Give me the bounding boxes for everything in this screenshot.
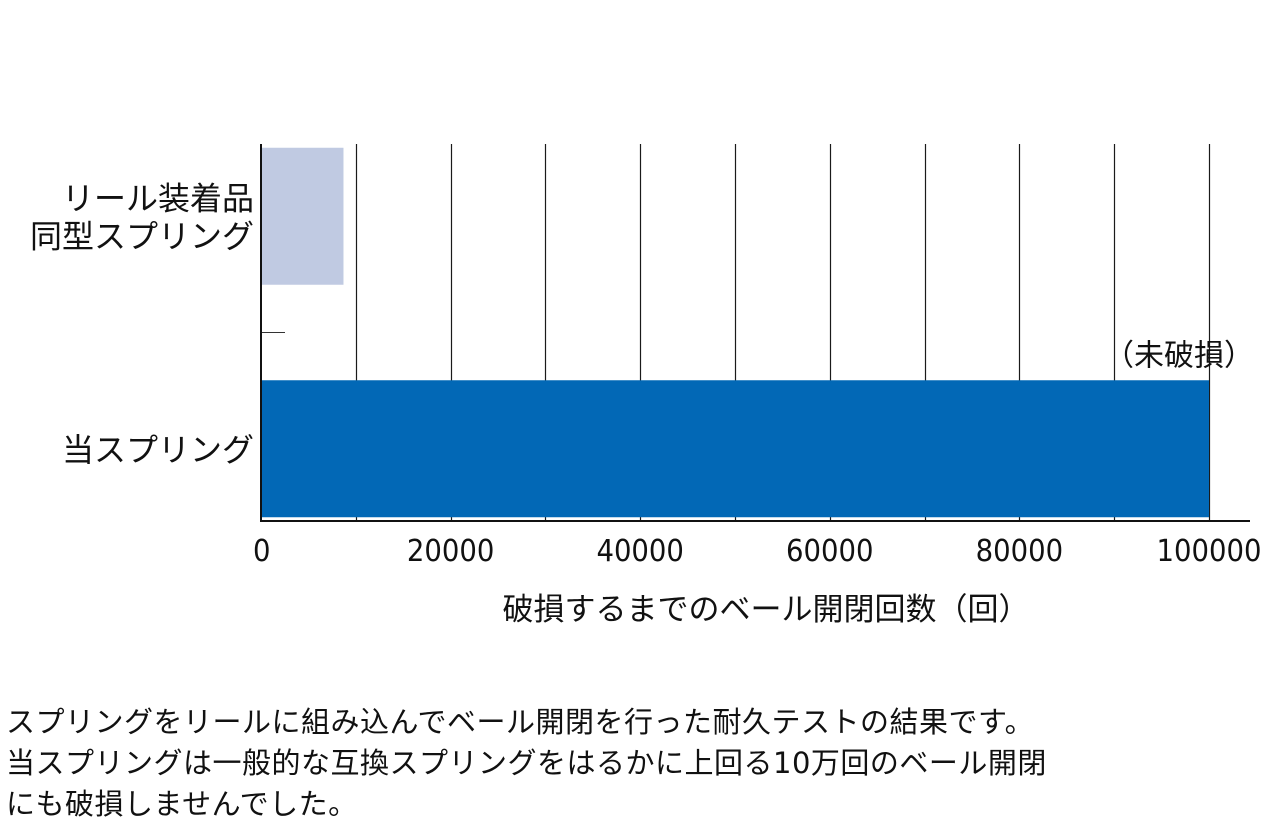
caption-line-3: にも破損しませんでした。 (6, 787, 358, 821)
x-axis-label: 破損するまでのベール開閉回数（回） (503, 592, 1030, 628)
bars (261, 147, 1209, 518)
category-label: 同型スプリング (30, 217, 254, 255)
bar-annotation: （未破損） (1104, 338, 1254, 373)
bar (261, 380, 1209, 518)
x-tick-label: 20000 (407, 534, 495, 569)
x-tick-label: 40000 (596, 534, 684, 569)
caption-line-1: スプリングをリールに組み込んでベール開閉を行った耐久テストの結果です。 (6, 705, 1035, 739)
chart-caption: スプリングをリールに組み込んでベール開閉を行った耐久テストの結果です。 当スプリ… (6, 702, 1274, 825)
bar-annotations: （未破損） (1104, 338, 1254, 373)
bar (261, 147, 344, 285)
caption-line-2: 当スプリングは一般的な互換スプリングをはるかに上回る10万回のベール開閉 (6, 746, 1047, 780)
x-tick-label: 60000 (786, 534, 874, 569)
axes (260, 144, 1250, 522)
category-label: リール装着品 (62, 179, 254, 217)
x-tick-label: 0 (253, 534, 271, 569)
x-tick-label: 100000 (1157, 534, 1262, 569)
category-label: 当スプリング (62, 431, 254, 469)
durability-chart: 0 20000 40000 60000 80000 100000 リール装着品同型スプリン… (30, 144, 1262, 628)
x-tick-label: 80000 (976, 534, 1064, 569)
grid-lines (355, 144, 1211, 521)
x-tick-labels: 0 20000 40000 60000 80000 100000 (253, 534, 1262, 569)
